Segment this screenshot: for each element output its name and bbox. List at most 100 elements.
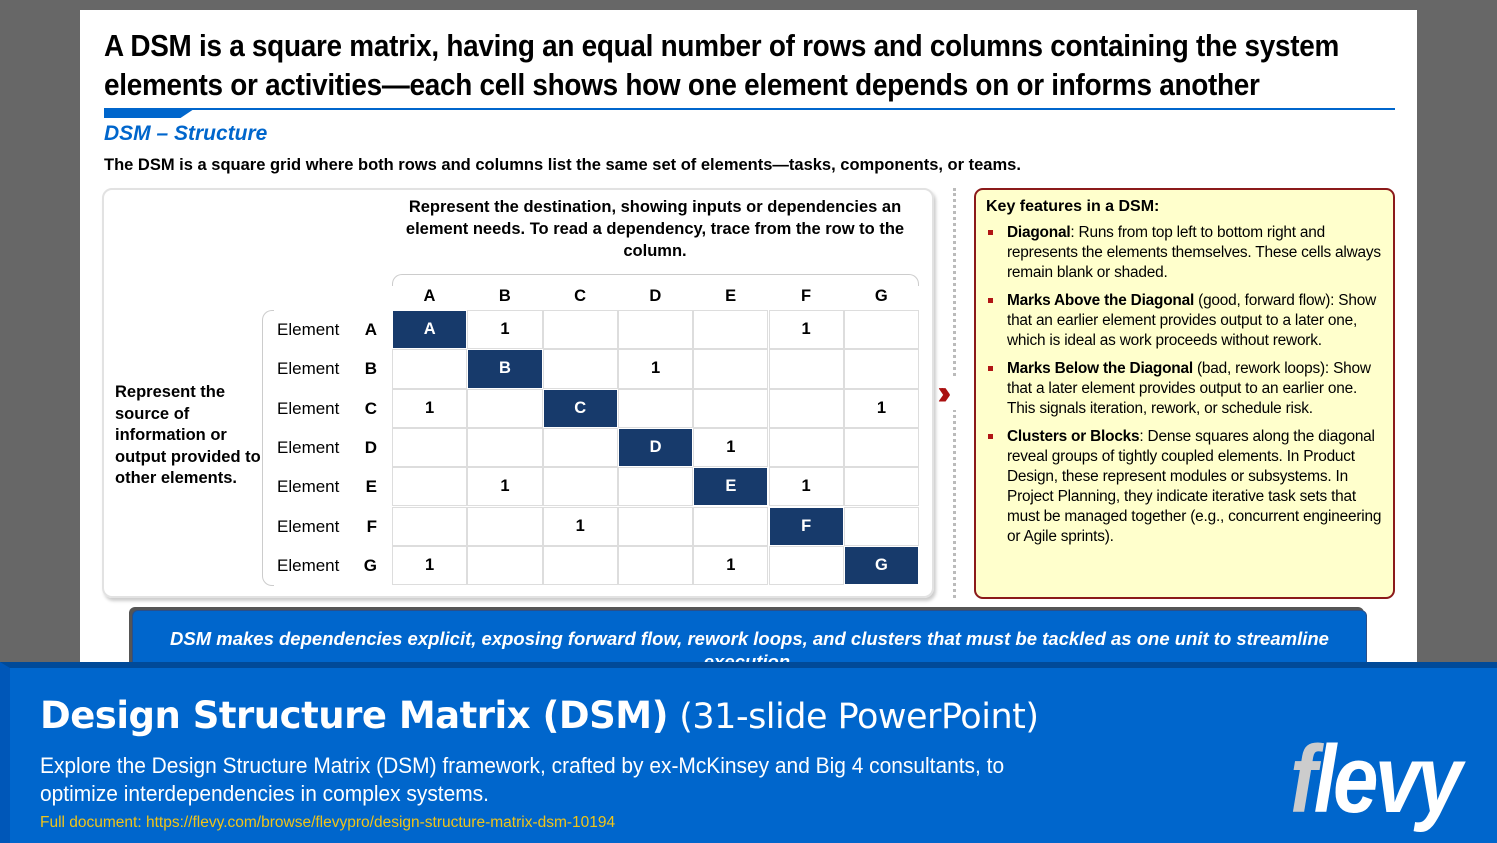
callout-box: DSM makes dependencies explicit, exposin… [132, 610, 1367, 670]
key-feature-term: Marks Above the Diagonal [1007, 292, 1195, 309]
diagonal-cell: A [392, 310, 468, 350]
row-letter: C [364, 398, 377, 418]
matrix-cell [542, 310, 618, 350]
row-letter: A [364, 320, 377, 339]
diagonal-cell: D [617, 427, 694, 468]
key-feature-term: Diagonal [1007, 224, 1071, 241]
destination-note: Represent the destination, showing input… [405, 198, 905, 260]
column-header: C [574, 287, 587, 305]
matrix-cell [542, 467, 618, 507]
column-header: E [725, 287, 737, 305]
matrix-cell: 1 [693, 545, 769, 586]
matrix-cell [542, 349, 618, 389]
matrix-cell [542, 427, 618, 468]
key-feature-text: : Dense squares along the diagonal revea… [1007, 428, 1382, 545]
matrix-cell [392, 349, 468, 389]
matrix-cell [768, 388, 844, 428]
row-letter: E [365, 477, 377, 497]
row-prefix: Element [277, 437, 340, 457]
matrix-cell: 1 [693, 427, 769, 468]
row-brace [262, 310, 274, 586]
matrix-cell [693, 310, 769, 350]
matrix-cell: 1 [617, 349, 694, 389]
matrix-cell: 1 [843, 388, 920, 428]
footer-banner: Design Structure Matrix (DSM) (31-slide … [0, 662, 1497, 843]
matrix-cell [693, 506, 769, 546]
key-feature-item: Diagonal: Runs from top left to bottom r… [986, 223, 1383, 283]
row-prefix: Element [277, 516, 340, 536]
row-prefix: Element [277, 555, 340, 575]
diagonal-cell: C [542, 388, 618, 428]
row-label: Element B [277, 359, 377, 379]
section-subtitle: DSM – Structure [104, 122, 268, 145]
slide: A DSM is a square matrix, having an equa… [80, 10, 1417, 670]
description: The DSM is a square grid where both rows… [104, 156, 1021, 174]
matrix-panel [102, 188, 934, 598]
title-rule-tab [104, 109, 194, 118]
row-label: Element F [277, 517, 377, 537]
matrix-cell: 1 [467, 310, 543, 350]
row-label: Element A [277, 320, 377, 340]
row-label: Element D [277, 438, 377, 458]
matrix-cell [617, 388, 694, 428]
matrix-cell [768, 545, 844, 586]
key-feature-item: Marks Below the Diagonal (bad, rework lo… [986, 359, 1383, 419]
matrix-cell [392, 467, 468, 507]
matrix-cell [768, 349, 844, 389]
matrix-cell: 1 [768, 310, 844, 350]
row-prefix: Element [277, 477, 340, 497]
diagonal-cell: F [768, 506, 844, 546]
column-brace [392, 274, 919, 286]
row-prefix: Element [277, 320, 340, 339]
matrix-cell [843, 506, 920, 546]
row-label: Element C [277, 399, 377, 419]
key-features-heading: Key features in a DSM: [986, 198, 1160, 215]
key-feature-item: Marks Above the Diagonal (good, forward … [986, 291, 1383, 351]
matrix-cell: 1 [467, 467, 543, 507]
matrix-cell [467, 427, 543, 468]
row-letter: B [364, 359, 377, 379]
row-label: Element E [277, 477, 377, 497]
column-header: F [800, 287, 812, 305]
column-header: D [649, 287, 662, 305]
row-label: Element G [277, 556, 377, 576]
matrix-cell [693, 388, 769, 428]
matrix-cell [843, 467, 920, 507]
diagonal-cell: G [843, 545, 920, 586]
column-header: B [498, 287, 511, 305]
matrix-cell [617, 506, 694, 546]
key-feature-term: Clusters or Blocks [1007, 428, 1140, 445]
slide-title: A DSM is a square matrix, having an equa… [104, 28, 1340, 102]
matrix-cell [392, 427, 468, 468]
row-letter: D [364, 437, 377, 457]
matrix-cell [768, 427, 844, 468]
matrix-cell [467, 388, 543, 428]
matrix-cell: 1 [392, 388, 468, 428]
matrix-cell [693, 349, 769, 389]
matrix-cell [843, 349, 920, 389]
diagonal-cell: B [467, 349, 543, 389]
banner-title-suffix: (31-slide PowerPoint) [679, 697, 1039, 737]
flevy-logo: flevy [1290, 726, 1462, 833]
matrix-cell: 1 [542, 506, 618, 546]
key-feature-text: (bad, rework loops): Show that a later e… [1007, 360, 1371, 417]
row-letter: F [366, 516, 377, 536]
key-features-box: Key features in a DSM: Diagonal: Runs fr… [974, 188, 1395, 599]
key-feature-text: : Runs from top left to bottom right and… [1007, 224, 1381, 281]
matrix-cell [843, 427, 920, 468]
column-header: A [423, 287, 436, 305]
key-feature-text: (good, forward flow): Show that an earli… [1007, 292, 1376, 349]
diagonal-cell: E [693, 467, 769, 507]
matrix-cell [617, 310, 694, 350]
matrix-cell: 1 [768, 467, 844, 507]
banner-title: Design Structure Matrix (DSM) (31-slide … [40, 694, 1039, 737]
row-prefix: Element [277, 359, 340, 379]
matrix-cell [617, 467, 694, 507]
key-feature-term: Marks Below the Diagonal [1007, 360, 1193, 377]
matrix-cell [542, 545, 618, 586]
banner-description: Explore the Design Structure Matrix (DSM… [40, 753, 1005, 806]
document-link[interactable]: Full document: https://flevy.com/browse/… [40, 814, 616, 831]
key-features-list: Diagonal: Runs from top left to bottom r… [986, 223, 1383, 547]
column-header: G [874, 287, 888, 305]
row-prefix: Element [277, 398, 340, 418]
